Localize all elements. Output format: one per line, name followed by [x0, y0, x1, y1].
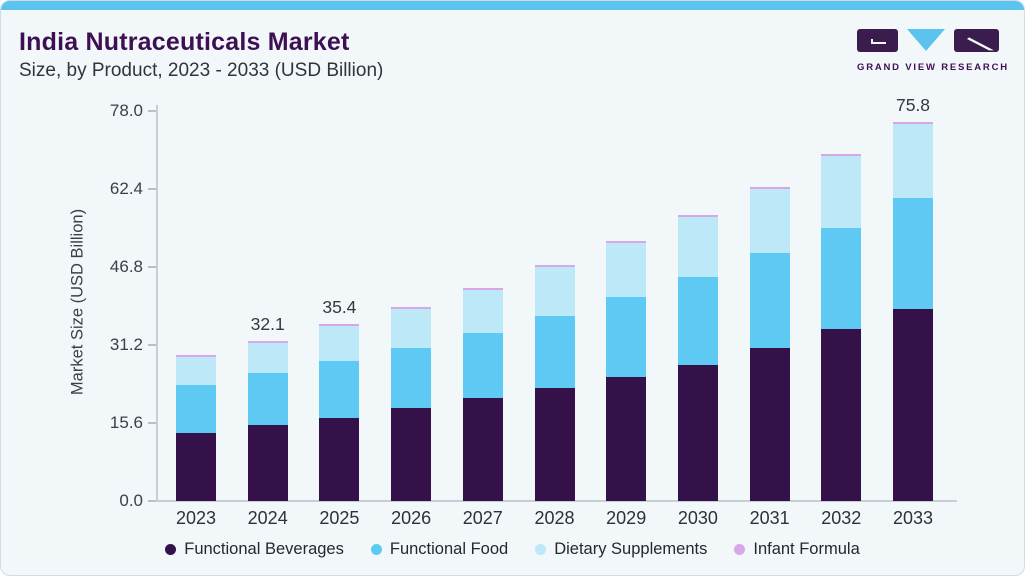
bar-segment-dietary-supplements — [606, 242, 647, 297]
legend-item: Infant Formula — [734, 539, 860, 559]
bar-segment-infant-formula — [677, 215, 718, 217]
y-tick-label: 78.0 — [109, 101, 143, 120]
x-tick-label: 2031 — [749, 508, 790, 528]
bar-segment-functional-food — [391, 347, 432, 408]
bar-segment-infant-formula — [247, 340, 288, 343]
page-subtitle: Size, by Product, 2023 - 2033 (USD Billi… — [19, 60, 384, 81]
bar-segment-functional-food — [534, 315, 575, 388]
bar-segment-infant-formula — [749, 187, 790, 189]
legend: Functional Beverages Functional Food Dieta… — [1, 536, 1024, 562]
bar-segment-infant-formula — [821, 153, 862, 156]
bar-segment-functional-food — [677, 276, 718, 365]
x-tick-label: 2032 — [821, 508, 862, 528]
top-accent-bar — [1, 1, 1024, 10]
bar-segment-infant-formula — [319, 324, 360, 326]
gvr-logo: GRAND VIEW RESEARCH — [857, 29, 1009, 73]
x-tick-label: 2025 — [319, 508, 360, 528]
logo-g-glyph — [871, 39, 886, 44]
legend-label: Dietary Supplements — [554, 539, 708, 558]
bar-segment-infant-formula — [534, 265, 575, 267]
bar-segment-functional-food — [749, 252, 790, 348]
bar-segment-functional-food — [247, 373, 288, 425]
bar-segment-dietary-supplements — [677, 217, 718, 277]
legend-dot-icon — [165, 543, 177, 555]
y-axis-title: Market Size (USD Billion) — [68, 208, 87, 396]
bar-segment-functional-beverages — [606, 377, 647, 501]
bar-segment-dietary-supplements — [247, 342, 288, 373]
legend-item: Dietary Supplements — [535, 540, 707, 559]
y-tick-label: 46.8 — [109, 257, 143, 276]
bar-segment-functional-beverages — [821, 328, 862, 501]
bar-value-label: 35.4 — [322, 297, 357, 317]
bar-segment-functional-beverages — [391, 408, 432, 501]
bar-segment-functional-food — [893, 198, 933, 309]
legend-label: Functional Beverages — [184, 539, 344, 558]
bar-segment-functional-beverages — [534, 388, 575, 501]
bar-segment-functional-beverages — [893, 309, 933, 501]
x-tick-label: 2024 — [247, 508, 288, 528]
bar-segment-functional-beverages — [677, 364, 718, 501]
y-tick-label: 0.0 — [119, 491, 143, 510]
bar-segment-infant-formula — [462, 288, 503, 290]
bar-segment-dietary-supplements — [391, 309, 432, 348]
legend-item: Functional Beverages — [165, 540, 344, 559]
bar-segment-functional-beverages — [462, 398, 503, 501]
bar-segment-functional-beverages — [247, 425, 288, 501]
legend-item: Functional Food — [370, 539, 509, 559]
y-tick-mark — [148, 422, 156, 424]
bar-segment-functional-food — [606, 297, 647, 377]
bar-segment-dietary-supplements — [462, 290, 503, 333]
page-title: India Nutraceuticals Market — [19, 28, 350, 56]
bar-segment-functional-beverages — [176, 432, 216, 501]
x-tick-label: 2026 — [391, 508, 432, 528]
logo-g-block — [857, 29, 898, 52]
bar-segment-infant-formula — [176, 355, 216, 357]
y-tick-mark — [148, 344, 156, 346]
bar-segment-functional-beverages — [749, 347, 790, 501]
legend-label: Functional Food — [389, 539, 509, 558]
y-tick-label: 62.4 — [109, 179, 143, 198]
y-tick-mark — [148, 110, 156, 112]
bar-segment-dietary-supplements — [821, 156, 862, 228]
bar-segment-infant-formula — [893, 122, 933, 124]
x-tick-label: 2028 — [534, 508, 575, 528]
bar-segment-functional-food — [821, 227, 862, 329]
y-tick-label: 15.6 — [109, 413, 143, 432]
x-tick-label: 2023 — [175, 508, 217, 528]
bar-segment-functional-food — [176, 385, 216, 433]
bar-segment-infant-formula — [391, 307, 432, 309]
y-axis-line — [156, 105, 158, 501]
x-tick-label: 2027 — [462, 508, 503, 528]
legend-dot-icon — [535, 543, 547, 555]
legend-label: Infant Formula — [753, 539, 860, 558]
logo-v-triangle-icon — [907, 29, 945, 51]
legend-dot-icon — [370, 543, 382, 555]
bar-segment-dietary-supplements — [319, 326, 360, 361]
bar-value-label: 75.8 — [895, 95, 931, 115]
bar-value-label: 32.1 — [250, 313, 285, 334]
bar-segment-functional-food — [319, 361, 360, 418]
logo-text: GRAND VIEW RESEARCH — [857, 62, 1009, 73]
y-tick-mark — [148, 188, 156, 190]
logo-r-block — [954, 29, 999, 52]
logo-r-glyph — [967, 37, 994, 51]
bar-segment-functional-beverages — [319, 417, 360, 501]
x-tick-label: 2033 — [892, 508, 934, 528]
bar-segment-dietary-supplements — [749, 189, 790, 253]
bar-segment-dietary-supplements — [176, 357, 216, 385]
bar-segment-dietary-supplements — [893, 124, 933, 198]
legend-dot-icon — [734, 543, 746, 555]
x-tick-label: 2029 — [606, 508, 647, 528]
x-tick-label: 2030 — [677, 508, 718, 528]
bar-segment-infant-formula — [606, 240, 647, 243]
y-tick-label: 31.2 — [109, 335, 143, 354]
y-tick-mark — [148, 266, 156, 268]
gvr-logo-mark — [857, 29, 999, 52]
y-tick-mark — [148, 500, 156, 502]
bar-segment-dietary-supplements — [534, 267, 575, 316]
bar-segment-functional-food — [462, 332, 503, 398]
